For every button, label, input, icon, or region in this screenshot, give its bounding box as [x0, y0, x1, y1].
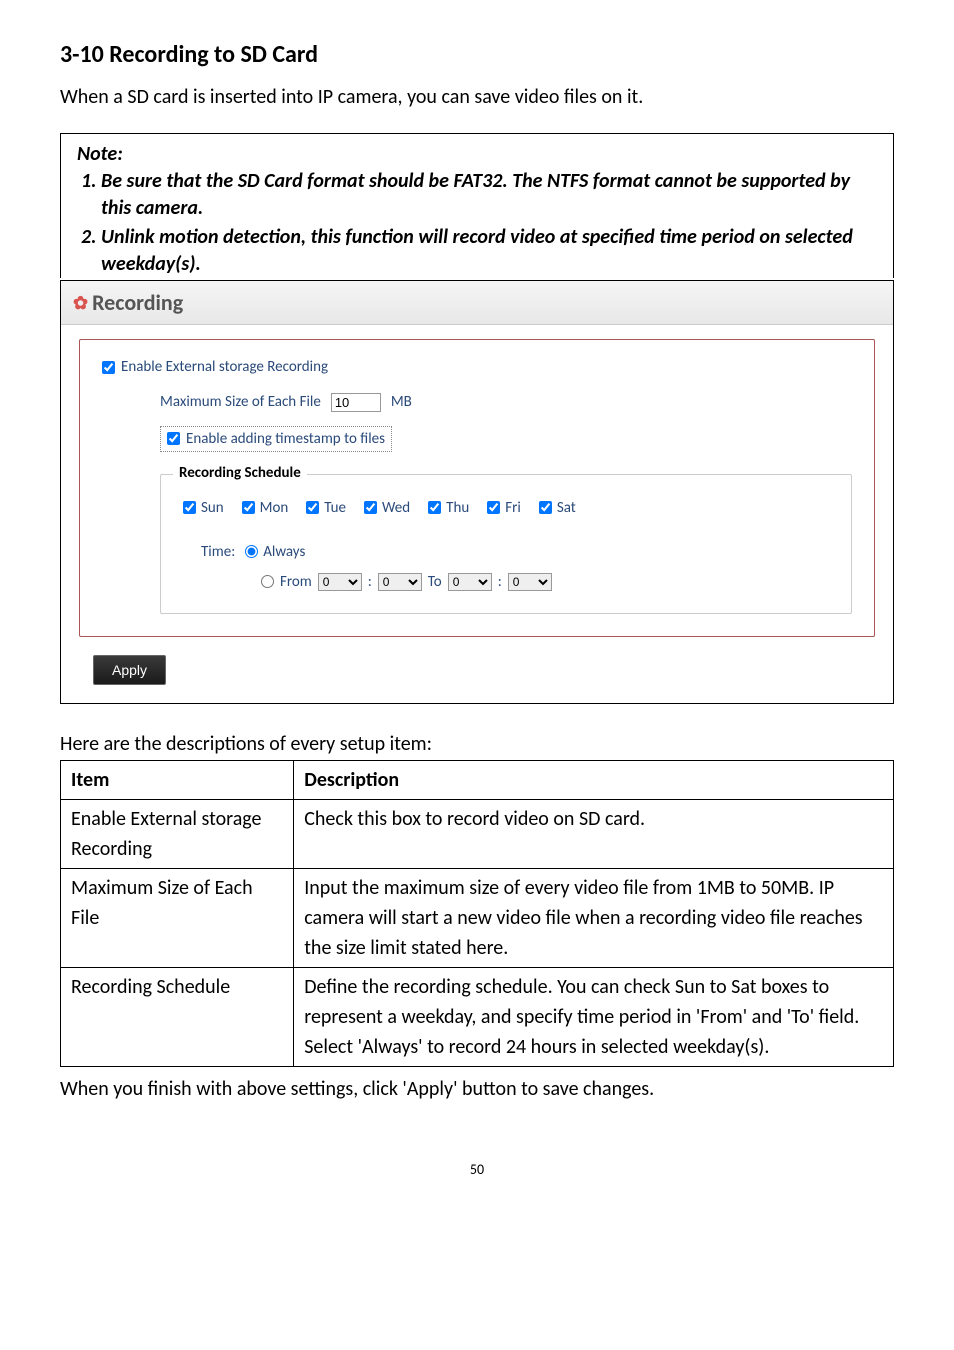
to-hour-select[interactable]: 0: [448, 573, 492, 591]
time-always-row: Time: Always: [201, 543, 829, 561]
table-header-row: Item Description: [61, 760, 894, 799]
recording-schedule-fieldset: Recording Schedule Sun Mon Tue Wed Thu F…: [160, 474, 852, 614]
recording-title: Recording: [92, 289, 183, 316]
section-heading: 3-10 Recording to SD Card: [60, 40, 894, 69]
time-colon: :: [498, 573, 502, 591]
from-label: From: [280, 573, 312, 591]
col-desc-header: Description: [294, 760, 894, 799]
day-label: Thu: [446, 499, 469, 517]
desc-caption: Here are the descriptions of every setup…: [60, 732, 894, 756]
footer-text: When you finish with above settings, cli…: [60, 1077, 894, 1101]
time-colon: :: [368, 573, 372, 591]
day-fri-checkbox[interactable]: [487, 501, 500, 514]
day-sat-checkbox[interactable]: [539, 501, 552, 514]
day-sun[interactable]: Sun: [183, 499, 224, 517]
day-sat[interactable]: Sat: [539, 499, 576, 517]
note-item: Be sure that the SD Card format should b…: [101, 168, 877, 222]
description-table: Item Description Enable External storage…: [60, 760, 894, 1067]
to-label: To: [428, 573, 442, 591]
day-thu-checkbox[interactable]: [428, 501, 441, 514]
note-list: Be sure that the SD Card format should b…: [77, 168, 877, 278]
note-box: Note: Be sure that the SD Card format sh…: [60, 133, 894, 278]
time-label: Time:: [201, 543, 235, 561]
item-cell: Enable External storage Recording: [61, 799, 294, 868]
day-mon-checkbox[interactable]: [242, 501, 255, 514]
day-label: Fri: [505, 499, 521, 517]
time-from-row: From 0 : 0 To 0 : 0: [261, 573, 829, 591]
table-row: Maximum Size of Each File Input the maxi…: [61, 868, 894, 967]
day-label: Wed: [382, 499, 410, 517]
always-radio[interactable]: [245, 545, 258, 558]
always-option[interactable]: Always: [245, 543, 305, 561]
day-wed[interactable]: Wed: [364, 499, 410, 517]
max-size-input[interactable]: [331, 393, 381, 412]
from-hour-select[interactable]: 0: [318, 573, 362, 591]
enable-timestamp-label: Enable adding timestamp to files: [186, 430, 385, 448]
intro-text: When a SD card is inserted into IP camer…: [60, 85, 894, 109]
day-mon[interactable]: Mon: [242, 499, 289, 517]
item-cell: Recording Schedule: [61, 967, 294, 1066]
day-tue[interactable]: Tue: [306, 499, 346, 517]
enable-external-label: Enable External storage Recording: [121, 358, 328, 376]
enable-timestamp[interactable]: Enable adding timestamp to files: [160, 426, 392, 452]
desc-cell: Check this box to record video on SD car…: [294, 799, 894, 868]
day-fri[interactable]: Fri: [487, 499, 521, 517]
days-row: Sun Mon Tue Wed Thu Fri Sat: [183, 499, 829, 517]
table-row: Enable External storage Recording Check …: [61, 799, 894, 868]
enable-external-checkbox[interactable]: [102, 361, 115, 374]
always-label: Always: [263, 543, 305, 561]
recording-panel: ✿ Recording Enable External storage Reco…: [60, 280, 894, 704]
max-size-row: Maximum Size of Each File MB: [160, 393, 852, 412]
desc-cell: Input the maximum size of every video fi…: [294, 868, 894, 967]
day-label: Mon: [260, 499, 289, 517]
day-tue-checkbox[interactable]: [306, 501, 319, 514]
page-number: 50: [60, 1161, 894, 1178]
day-label: Tue: [324, 499, 346, 517]
day-label: Sun: [201, 499, 224, 517]
from-minute-select[interactable]: 0: [378, 573, 422, 591]
day-sun-checkbox[interactable]: [183, 501, 196, 514]
gear-icon: ✿: [73, 292, 88, 314]
table-row: Recording Schedule Define the recording …: [61, 967, 894, 1066]
note-title: Note:: [77, 142, 877, 166]
schedule-wrapper: Recording Schedule Sun Mon Tue Wed Thu F…: [160, 474, 852, 614]
to-minute-select[interactable]: 0: [508, 573, 552, 591]
item-cell: Maximum Size of Each File: [61, 868, 294, 967]
max-size-label: Maximum Size of Each File: [160, 393, 321, 411]
from-radio[interactable]: [261, 575, 274, 588]
day-label: Sat: [557, 499, 576, 517]
time-block: Time: Always From 0 : 0 To 0: [201, 543, 829, 591]
desc-cell: Define the recording schedule. You can c…: [294, 967, 894, 1066]
col-item-header: Item: [61, 760, 294, 799]
day-thu[interactable]: Thu: [428, 499, 469, 517]
apply-button[interactable]: Apply: [93, 655, 166, 685]
max-size-unit: MB: [391, 393, 412, 411]
day-wed-checkbox[interactable]: [364, 501, 377, 514]
recording-inner: Enable External storage Recording Maximu…: [79, 339, 875, 637]
recording-header: ✿ Recording: [61, 281, 893, 325]
note-item: Unlink motion detection, this function w…: [101, 224, 877, 278]
schedule-legend: Recording Schedule: [173, 464, 307, 482]
enable-timestamp-checkbox[interactable]: [167, 432, 180, 445]
enable-external-recording[interactable]: Enable External storage Recording: [102, 358, 328, 376]
